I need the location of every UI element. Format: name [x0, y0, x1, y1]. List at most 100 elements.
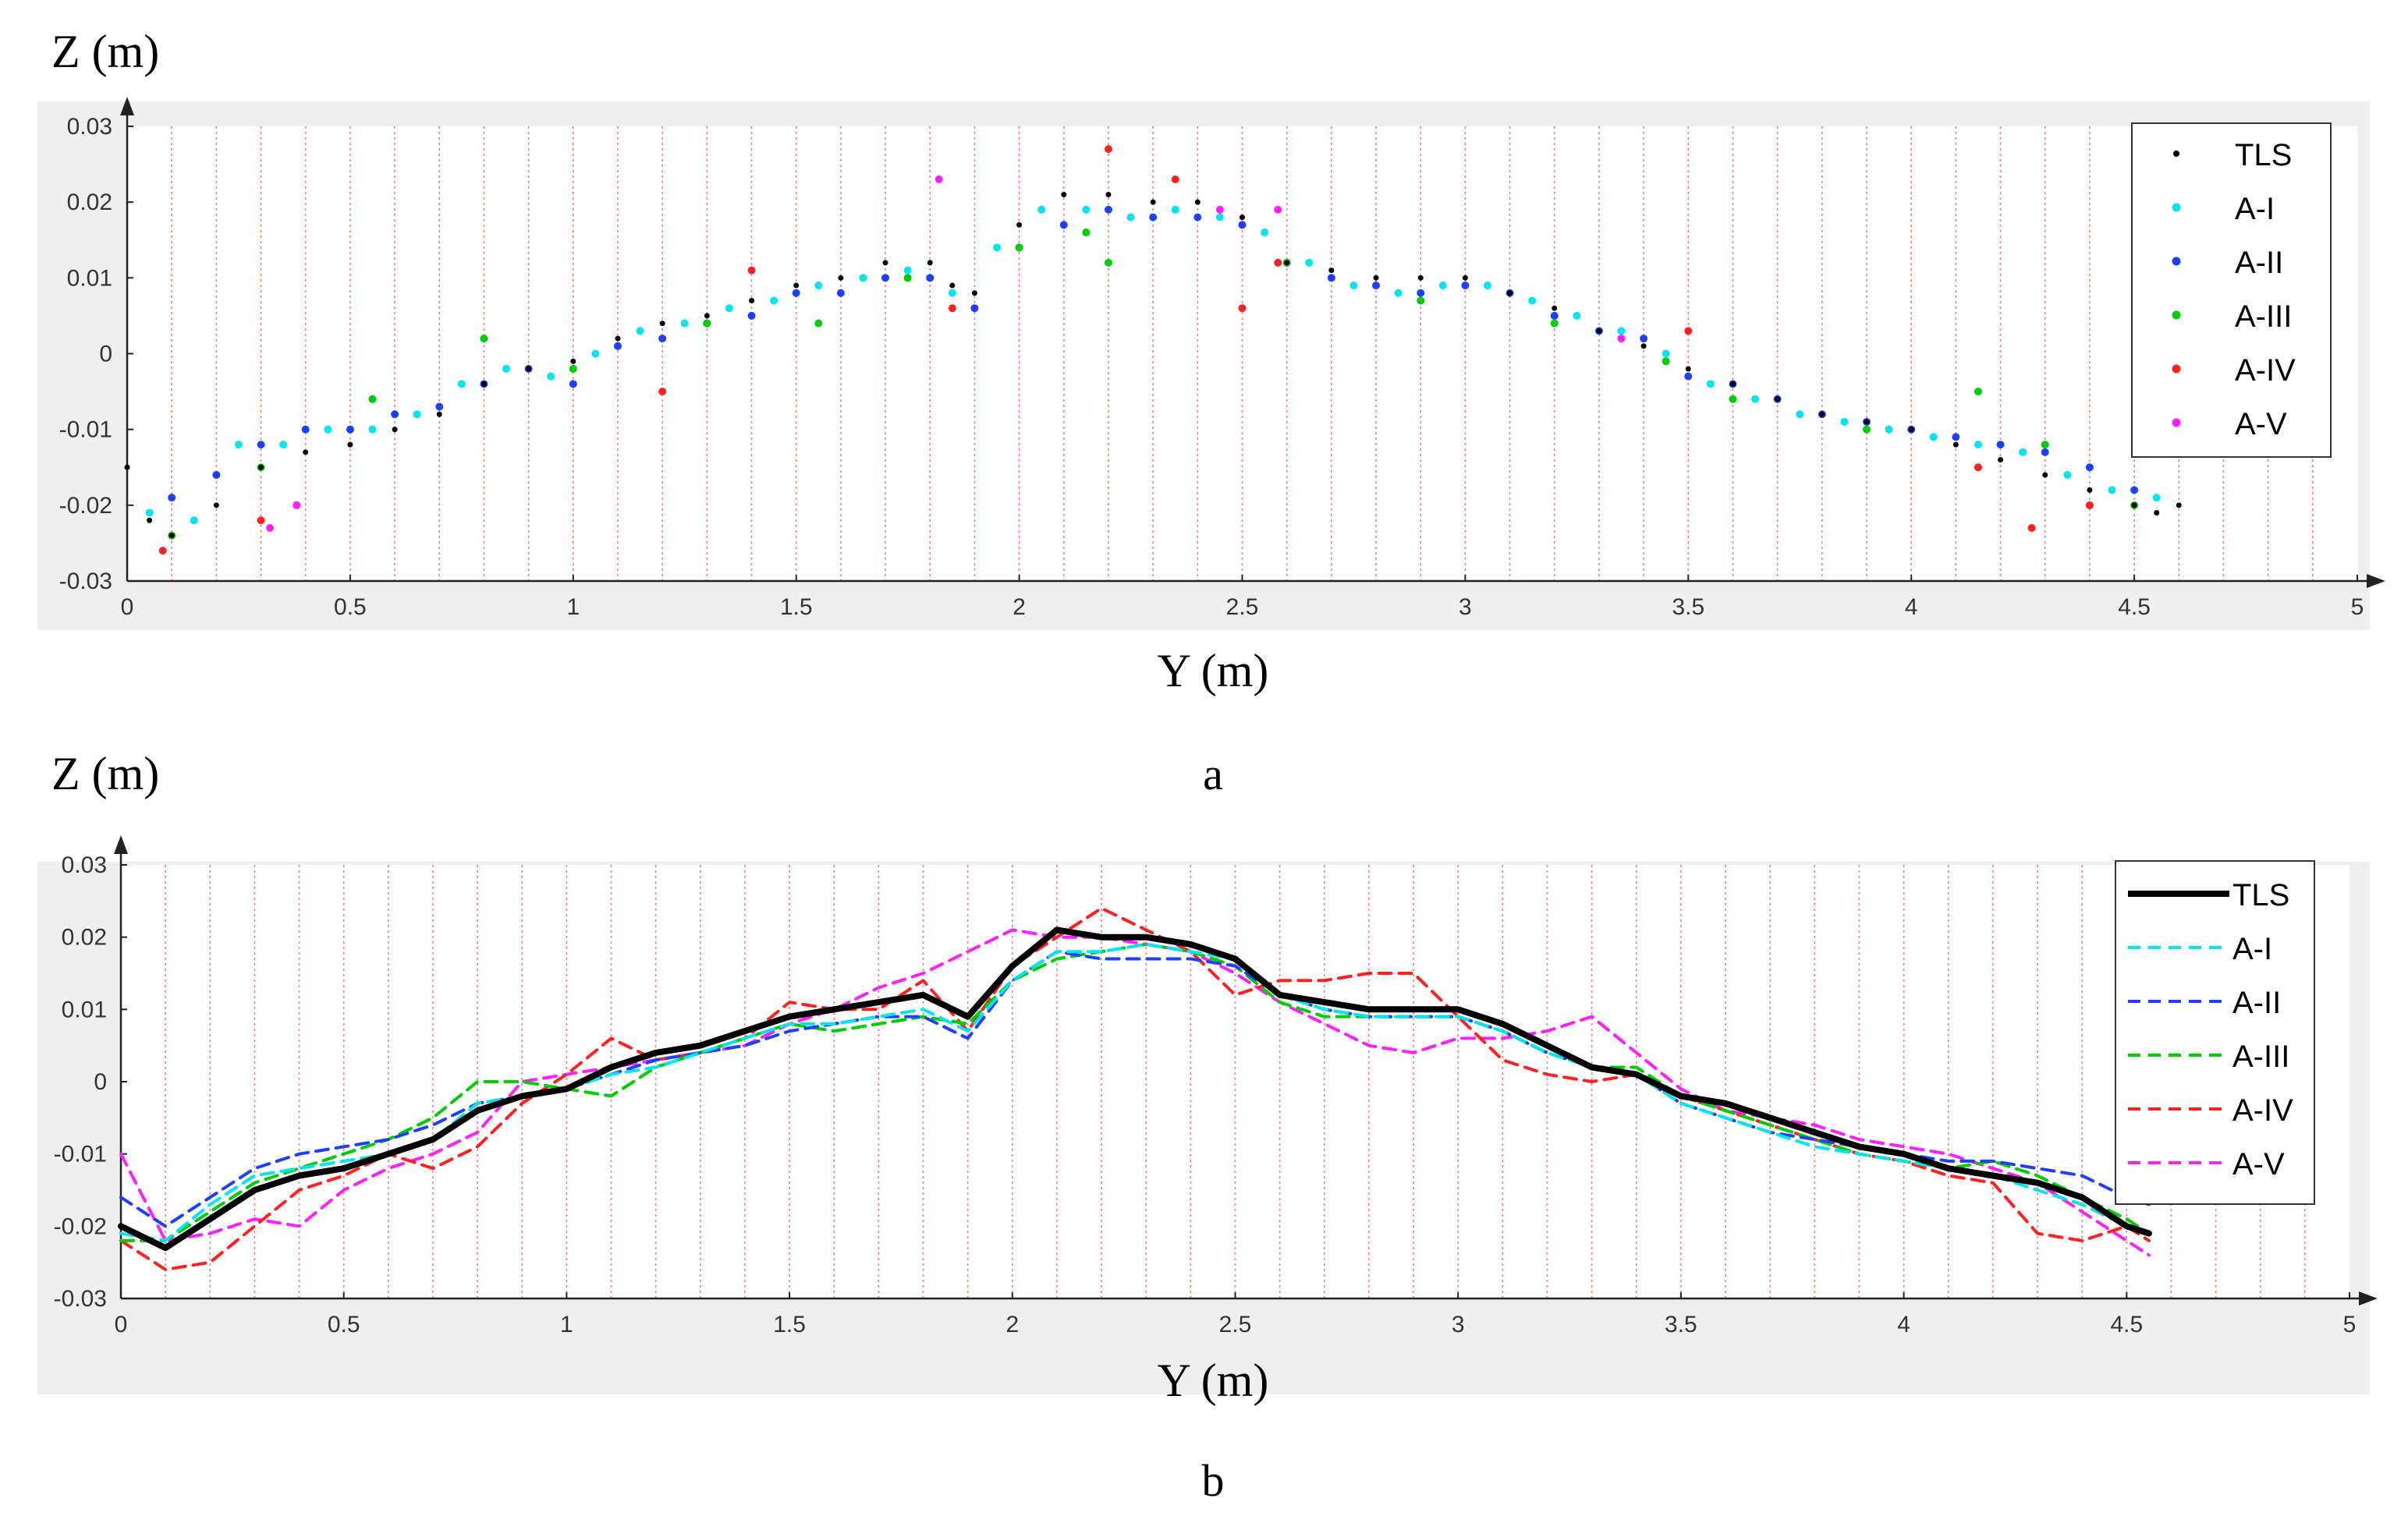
data-point — [234, 441, 243, 449]
data-point — [2085, 463, 2094, 472]
legend: TLS A-I A-II A-III A-IV A-V — [2131, 122, 2332, 458]
y-tick-label: 0.01 — [67, 265, 112, 291]
x-tick-label: 4 — [1897, 1312, 1910, 1337]
data-point — [1751, 395, 1760, 403]
data-point — [1327, 274, 1335, 282]
y-tick-label: -0.03 — [59, 569, 112, 594]
legend-label: A-IV — [2232, 1093, 2293, 1128]
data-point — [213, 502, 219, 508]
x-axis-label: Y (m) — [1158, 645, 1269, 696]
data-point — [993, 243, 1002, 252]
legend-label: A-I — [2235, 192, 2275, 226]
x-tick-label: 1 — [566, 594, 580, 620]
data-point — [1015, 243, 1023, 252]
y-axis-arrow — [114, 835, 128, 854]
data-point — [703, 319, 711, 328]
data-point — [570, 358, 576, 364]
data-point — [124, 464, 130, 470]
data-point — [1640, 343, 1647, 349]
data-point — [1550, 311, 1559, 320]
y-axis-label: Z (m) — [51, 26, 159, 77]
data-point — [1215, 213, 1224, 221]
series-line-A-IV — [119, 906, 2151, 1271]
data-point — [1729, 395, 1737, 403]
data-point — [1661, 357, 1670, 366]
legend-label: A-II — [2235, 246, 2283, 280]
data-point — [1238, 221, 1247, 229]
y-tick-label: 0.03 — [62, 852, 107, 878]
data-point — [1775, 396, 1781, 402]
data-point — [881, 274, 890, 282]
x-tick-label: 2.5 — [1219, 1312, 1252, 1337]
data-point — [147, 517, 153, 523]
data-point — [882, 260, 888, 266]
data-point — [324, 425, 332, 434]
data-point — [265, 523, 274, 532]
data-point — [435, 402, 444, 411]
legend-label: A-V — [2232, 1147, 2285, 1181]
data-point — [1461, 282, 1470, 290]
series-A-IV — [158, 145, 2094, 555]
panel-a-scatter-chart: 0 0.5 1 1.5 2 2.5 3 3.5 4 4.5 5 0.03 0.02 0.01 0 -0.01 -… — [37, 26, 2385, 799]
data-point — [1104, 145, 1112, 154]
data-point — [1105, 191, 1112, 197]
data-layer — [124, 145, 2182, 555]
y-tick-label: -0.02 — [59, 493, 112, 519]
data-point — [257, 516, 265, 525]
x-tick-label: 4.5 — [2110, 1312, 2143, 1337]
data-point — [927, 260, 933, 266]
data-point — [2087, 487, 2093, 493]
data-point — [2041, 448, 2049, 456]
legend: TLS A-I A-II A-III A-IV A-V — [2115, 860, 2315, 1205]
data-point — [1261, 229, 1269, 237]
data-point — [436, 411, 442, 417]
data-point — [303, 449, 309, 455]
legend-label: A-III — [2235, 299, 2292, 334]
x-tick-label: 4.5 — [2118, 594, 2151, 620]
legend-marker — [2172, 364, 2181, 374]
legend-item: A-I — [2172, 192, 2275, 226]
data-point — [636, 327, 644, 335]
data-point — [1729, 381, 1736, 387]
data-point — [1885, 425, 1893, 434]
x-tick-label: 5 — [2343, 1312, 2357, 1337]
y-tick-label: 0.01 — [62, 997, 107, 1022]
data-point — [1462, 275, 1468, 281]
legend-marker — [2172, 203, 2181, 212]
x-tick-label: 3 — [1452, 1312, 1465, 1337]
x-axis-label: Y (m) — [1158, 1355, 1269, 1406]
data-point — [2130, 486, 2139, 494]
legend-item: TLS — [2128, 878, 2289, 912]
data-point — [747, 311, 756, 320]
data-point — [1284, 260, 1290, 266]
x-tick-label: 3 — [1459, 594, 1472, 620]
legend-item: A-IV — [2172, 353, 2296, 388]
data-point — [926, 274, 934, 282]
legend-item: TLS — [2173, 138, 2292, 172]
data-point — [948, 304, 956, 313]
y-tick-label: -0.03 — [54, 1286, 107, 1312]
data-point — [814, 282, 823, 290]
x-tick-label: 5 — [2351, 594, 2364, 620]
data-point — [948, 289, 956, 297]
data-point — [2027, 523, 2036, 532]
x-axis-arrow — [2367, 574, 2385, 588]
data-point — [1507, 290, 1513, 296]
data-point — [1373, 275, 1379, 281]
y-tick-label: 0 — [94, 1069, 107, 1095]
data-point — [1952, 441, 1959, 448]
data-point — [1996, 441, 2005, 449]
data-point — [1706, 380, 1715, 388]
data-point — [613, 342, 622, 350]
data-point — [2019, 448, 2027, 456]
data-point — [1082, 205, 1091, 214]
data-point — [934, 175, 943, 184]
legend-item: A-II — [2128, 986, 2281, 1020]
data-point — [770, 296, 778, 305]
data-point — [1617, 327, 1626, 335]
y-axis-label: Z (m) — [51, 748, 159, 799]
data-point — [658, 388, 667, 396]
data-point — [1974, 388, 1982, 396]
data-point — [1171, 175, 1179, 184]
data-point — [1974, 441, 1982, 449]
